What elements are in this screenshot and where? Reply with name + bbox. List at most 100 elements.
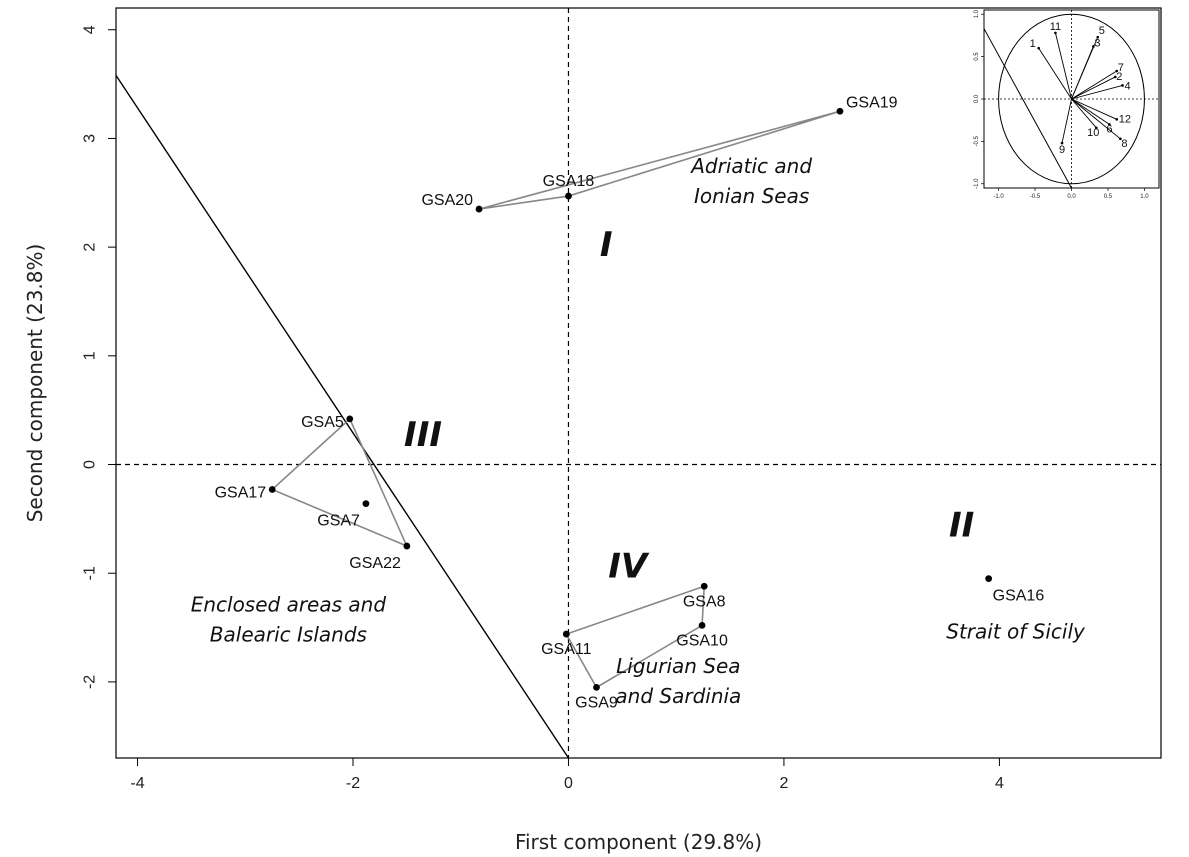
inset-vector-12 [1071,98,1117,120]
inset-content: 111537241261089 [984,10,1159,188]
quadrant-label-i: I [600,225,613,265]
point-label-gsa16: GSA16 [993,588,1045,605]
point-label-gsa18: GSA18 [543,173,595,190]
hull-group-I [478,110,841,210]
inset-vector-7 [1071,70,1117,100]
plot-frame [115,7,1162,759]
inset-vector-3 [1071,46,1094,100]
quadrant-label-iv: IV [608,547,650,587]
point-gsa11 [562,630,570,638]
region-label-1: Enclosed areas and Balearic Islands [191,592,387,646]
x-tick-label: -4 [130,775,144,792]
region-label-line: Adriatic and [689,154,812,178]
inset-vector-6 [1071,98,1110,125]
point-label-gsa22: GSA22 [349,555,401,572]
x-tick-label: 2 [779,775,788,792]
inset-vector-1 [1038,47,1072,100]
inset-vector-label-7: 7 [1118,62,1124,74]
inset-x-tick-label: -1.0 [993,194,1004,200]
inset-vector-8 [1071,98,1121,140]
inset-vector-label-5: 5 [1099,25,1105,37]
y-tick-label: 4 [82,25,99,34]
point-gsa9 [593,683,600,691]
inset-vector-label-10: 10 [1087,127,1099,139]
inset-vector-9 [1061,98,1072,144]
region-label-3: Strait of Sicily [946,619,1086,643]
inset-vector-label-4: 4 [1125,80,1131,92]
point-gsa17 [268,486,276,493]
inset-vector-label-8: 8 [1121,138,1127,150]
point-gsa8 [700,582,708,590]
point-label-gsa19: GSA19 [846,94,898,111]
inset-vector-tip-2 [1113,75,1117,79]
quadrant-label-iii: III [404,415,442,455]
y-axis-title: Second component (23.8%) [23,244,47,523]
point-label-gsa7: GSA7 [317,513,360,530]
inset-y-tick-label: -1.0 [974,178,980,189]
point-gsa19 [836,107,844,115]
x-tick-label: 0 [564,775,573,792]
x-tick-label: -2 [346,775,360,792]
point-label-gsa5: GSA5 [301,414,344,431]
inset-y-tick-label: 1.0 [974,9,980,18]
point-label-gsa9: GSA9 [575,694,618,711]
quadrant-label-ii: II [949,505,974,545]
y-tick-label: 0 [82,460,99,469]
region-label-line: Strait of Sicily [946,619,1086,643]
inset-y-tick-label: -0.5 [974,136,980,147]
x-axis-title: First component (29.8%) [515,830,762,854]
inset-x-tick-label: 1.0 [1140,194,1149,200]
region-label-line: and Sardinia [615,684,741,708]
y-tick-label: 3 [82,134,99,143]
region-label-line: Enclosed areas and [191,592,387,616]
inset-vector-tip-12 [1115,118,1119,121]
point-label-gsa10: GSA10 [676,632,728,649]
inset-vector-tip-10 [1094,126,1098,130]
separator-line [115,75,570,759]
inset-vector-11 [1055,32,1072,100]
x-tick-label: 4 [995,775,1004,792]
inset-vector-label-11: 11 [1050,21,1061,33]
inset-vector-tip-9 [1060,141,1064,145]
region-label-line: Balearic Islands [210,622,367,646]
inset-vector-tip-11 [1054,31,1057,35]
inset-vector-label-1: 1 [1030,38,1036,50]
loadings-inset: 111537241261089-1.0-0.50.00.51.0-1.0-0.5… [974,9,1160,200]
inset-vector-4 [1071,85,1123,100]
point-label-gsa17: GSA17 [215,485,267,502]
inset-vector-tip-1 [1037,46,1040,50]
point-gsa10 [698,621,706,629]
point-gsa20 [475,205,483,213]
inset-vector-tip-7 [1115,69,1119,73]
y-tick-label: 1 [82,351,99,360]
inset-x-tick-label: 0.0 [1067,194,1076,200]
inset-vector-tip-8 [1119,137,1122,141]
y-tick-label: 2 [82,243,99,252]
region-label-0: Adriatic and Ionian Seas [689,154,812,208]
inset-separator-line [984,28,1072,188]
point-label-gsa20: GSA20 [421,192,473,209]
inset-vector-label-3: 3 [1094,37,1100,49]
point-gsa18 [565,192,572,200]
region-label-line: Ionian Seas [694,184,809,208]
inset-vector-10 [1071,98,1097,129]
point-label-gsa11: GSA11 [541,641,592,658]
y-tick-label: -1 [82,566,99,580]
inset-unit-circle [998,13,1145,185]
region-label-line: Ligurian Sea [616,654,740,678]
inset-y-tick-label: 0.0 [974,94,980,103]
inset-vector-tip-4 [1121,84,1124,87]
point-gsa16 [985,575,993,583]
point-gsa7 [362,500,370,508]
inset-y-tick-label: 0.5 [974,52,980,61]
point-gsa22 [403,542,411,550]
y-tick-label: -2 [82,675,99,689]
point-gsa5 [346,415,354,423]
inset-vector-2 [1071,76,1116,100]
region-label-2: Ligurian Sea and Sardinia [615,654,741,708]
inset-vector-label-9: 9 [1059,144,1065,156]
inset-vector-label-2: 2 [1116,71,1122,83]
inset-x-tick-label: -0.5 [1030,194,1041,200]
